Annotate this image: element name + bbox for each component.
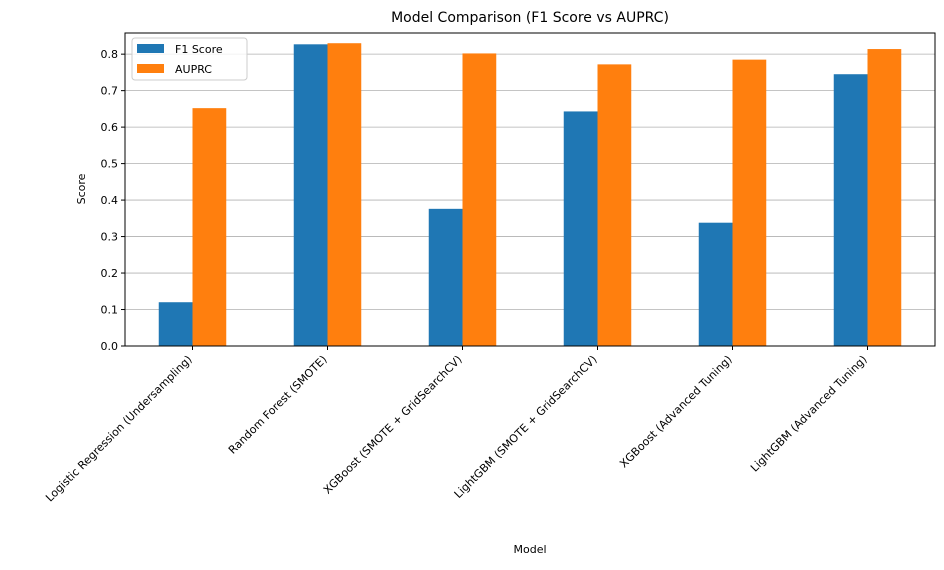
x-tick-label: LightGBM (SMOTE + GridSearchCV) — [452, 353, 600, 501]
x-tick-label: XGBoost (Advanced Tuning) — [617, 353, 734, 470]
y-tick-label: 0.8 — [101, 48, 119, 61]
bar-auprc-1 — [327, 43, 362, 347]
x-axis-label: Model — [513, 543, 546, 556]
bar-f1-score-2 — [428, 208, 463, 346]
legend-swatch — [137, 44, 164, 53]
x-tick-label: Random Forest (SMOTE) — [226, 353, 330, 457]
y-tick-label: 0.4 — [101, 194, 119, 207]
gridlines — [125, 53, 935, 347]
y-tick-label: 0.1 — [101, 304, 119, 317]
x-axis-ticks: Logistic Regression (Undersampling) Rando… — [43, 346, 870, 504]
legend: F1 Score AUPRC — [131, 37, 248, 81]
y-axis-ticks: 0.0 0.1 0.2 0.3 0.4 0.5 0.6 0.7 0.8 — [101, 48, 125, 353]
legend-label: AUPRC — [175, 63, 212, 76]
x-tick-label: LightGBM (Advanced Tuning) — [748, 353, 870, 475]
bar-auprc-4 — [732, 59, 767, 347]
y-tick-label: 0.3 — [101, 231, 119, 244]
bar-auprc-5 — [867, 49, 902, 347]
legend-swatch — [137, 64, 164, 73]
chart-title: Model Comparison (F1 Score vs AUPRC) — [391, 10, 669, 26]
y-tick-label: 0.5 — [101, 158, 119, 171]
plot-frame — [124, 32, 936, 347]
y-tick-label: 0.2 — [101, 267, 119, 280]
x-tick-label: XGBoost (SMOTE + GridSearchCV) — [321, 353, 465, 497]
legend-label: F1 Score — [175, 43, 223, 56]
bar-auprc-3 — [597, 64, 632, 347]
bar-auprc-2 — [462, 53, 497, 347]
x-tick-label: Logistic Regression (Undersampling) — [43, 353, 194, 504]
y-axis-label: Score — [75, 173, 88, 204]
y-tick-label: 0.7 — [101, 85, 119, 98]
y-tick-label: 0.0 — [101, 340, 119, 353]
bar-f1-score-4 — [698, 222, 733, 346]
bar-f1-score-1 — [293, 44, 328, 346]
y-tick-label: 0.6 — [101, 121, 119, 134]
bars — [158, 43, 902, 347]
bar-auprc-0 — [192, 108, 227, 346]
bar-f1-score-0 — [158, 302, 193, 346]
bar-f1-score-5 — [833, 74, 868, 347]
bar-f1-score-3 — [563, 111, 598, 346]
